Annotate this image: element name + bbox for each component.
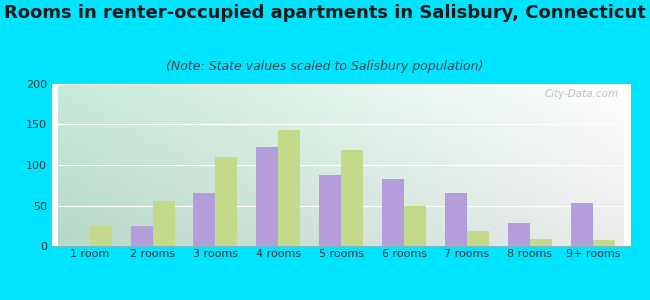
Text: City-Data.com: City-Data.com <box>545 89 619 99</box>
Bar <box>445 193 467 246</box>
Bar <box>90 226 112 246</box>
Bar <box>382 179 404 246</box>
Bar <box>404 206 426 246</box>
Bar <box>216 157 237 246</box>
Bar <box>319 175 341 246</box>
Text: Rooms in renter-occupied apartments in Salisbury, Connecticut: Rooms in renter-occupied apartments in S… <box>4 4 646 22</box>
Bar <box>131 226 153 246</box>
Bar <box>593 240 615 246</box>
Bar <box>153 202 175 246</box>
Bar <box>256 147 278 246</box>
Bar <box>278 130 300 246</box>
Bar <box>508 223 530 246</box>
Bar <box>194 193 216 246</box>
Bar <box>530 239 552 246</box>
Bar <box>467 231 489 246</box>
Bar <box>341 150 363 246</box>
Bar <box>571 203 593 246</box>
Text: (Note: State values scaled to Salisbury population): (Note: State values scaled to Salisbury … <box>166 60 484 73</box>
